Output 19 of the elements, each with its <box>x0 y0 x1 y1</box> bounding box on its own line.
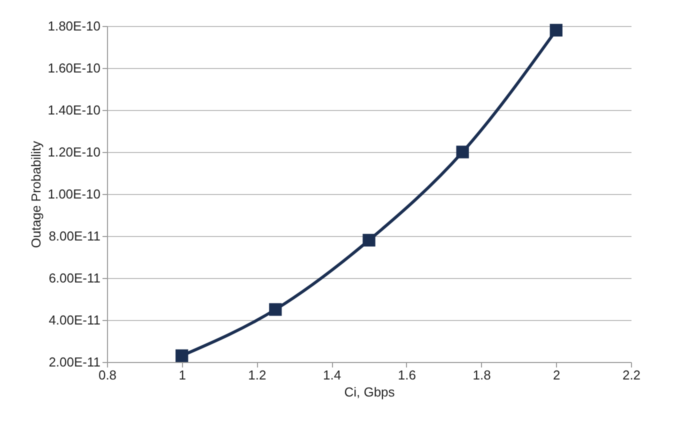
y-tick-label: 1.00E-10 <box>48 186 100 202</box>
x-axis-title: Ci, Gbps <box>344 384 396 400</box>
x-tick-label: 0.8 <box>98 368 117 382</box>
y-axis-title: Outage Probability <box>28 140 44 248</box>
x-tick-label: 1.8 <box>472 368 491 382</box>
x-tick-label: 1 <box>178 368 186 382</box>
y-tick-label: 1.60E-10 <box>48 60 100 76</box>
x-tick-label: 1.2 <box>248 368 266 382</box>
y-tick-label: 4.00E-11 <box>48 312 100 328</box>
x-tick-label: 2.2 <box>622 368 641 382</box>
y-tick-label: 1.40E-10 <box>48 102 100 118</box>
y-tick-label: 6.00E-11 <box>48 270 100 286</box>
y-tick-label: 8.00E-11 <box>48 228 100 244</box>
y-tick-label: 1.20E-10 <box>48 144 100 160</box>
x-tick-label: 1.6 <box>398 368 416 382</box>
x-tick-label: 1.4 <box>323 368 342 382</box>
y-tick-label: 1.80E-10 <box>48 18 100 34</box>
x-tick-label: 2 <box>553 368 560 382</box>
y-tick-label: 2.00E-11 <box>48 354 100 370</box>
